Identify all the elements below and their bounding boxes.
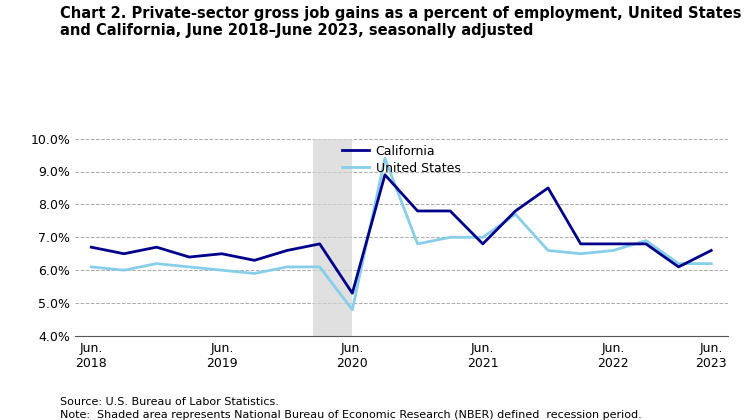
Legend: California, United States: California, United States xyxy=(342,145,460,175)
United States xyxy=(706,261,716,266)
United States xyxy=(315,265,324,270)
United States xyxy=(478,235,488,240)
California xyxy=(478,241,488,247)
California xyxy=(184,255,194,260)
California xyxy=(348,291,357,296)
United States xyxy=(576,251,585,256)
United States xyxy=(152,261,161,266)
California xyxy=(674,265,683,270)
California xyxy=(413,208,422,213)
United States xyxy=(446,235,454,240)
United States xyxy=(511,212,520,217)
California xyxy=(119,251,128,256)
Bar xyxy=(314,139,352,336)
United States xyxy=(609,248,618,253)
California xyxy=(217,251,226,256)
California xyxy=(544,185,553,190)
California xyxy=(641,241,650,247)
United States xyxy=(250,271,259,276)
United States xyxy=(119,268,128,273)
Text: Chart 2. Private-sector gross job gains as a percent of employment, United State: Chart 2. Private-sector gross job gains … xyxy=(60,6,742,21)
United States xyxy=(544,248,553,253)
California xyxy=(446,208,454,213)
California xyxy=(315,241,324,247)
United States xyxy=(380,156,389,161)
Text: Source: U.S. Bureau of Labor Statistics.: Source: U.S. Bureau of Labor Statistics. xyxy=(60,397,279,407)
United States xyxy=(217,268,226,273)
United States xyxy=(674,261,683,266)
Text: and California, June 2018–June 2023, seasonally adjusted: and California, June 2018–June 2023, sea… xyxy=(60,23,533,38)
California xyxy=(511,208,520,213)
United States xyxy=(283,265,292,270)
United States xyxy=(184,265,194,270)
California xyxy=(87,244,96,249)
Line: California: California xyxy=(92,175,711,293)
Line: United States: United States xyxy=(92,158,711,310)
California xyxy=(380,172,389,177)
California xyxy=(152,244,161,249)
Text: Note:  Shaded area represents National Bureau of Economic Research (NBER) define: Note: Shaded area represents National Bu… xyxy=(60,410,642,420)
United States xyxy=(641,238,650,243)
United States xyxy=(87,265,96,270)
California xyxy=(576,241,585,247)
United States xyxy=(413,241,422,247)
California xyxy=(706,248,716,253)
California xyxy=(609,241,618,247)
California xyxy=(250,258,259,263)
United States xyxy=(348,307,357,312)
California xyxy=(283,248,292,253)
